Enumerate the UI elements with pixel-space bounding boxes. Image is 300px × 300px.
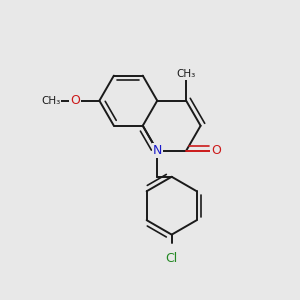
Text: O: O	[211, 144, 221, 157]
Text: N: N	[152, 144, 162, 157]
Text: CH₃: CH₃	[41, 96, 60, 106]
Text: Cl: Cl	[166, 252, 178, 266]
Text: CH₃: CH₃	[176, 69, 196, 79]
Text: O: O	[70, 94, 80, 107]
